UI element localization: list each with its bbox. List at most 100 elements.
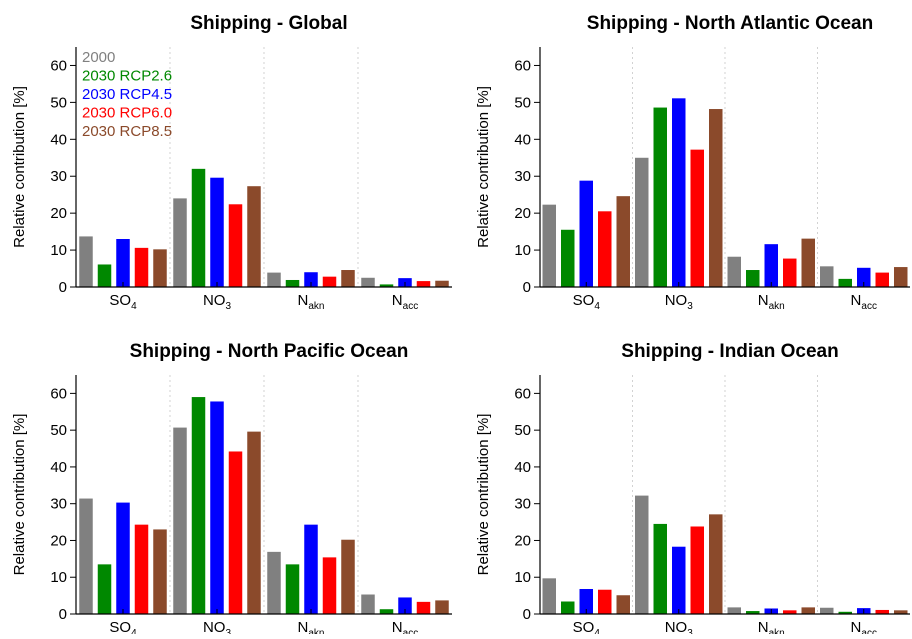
legend-entry: 2000 (82, 49, 115, 66)
bar-2000-nacc (361, 277, 375, 287)
bar-2000-nakn (727, 256, 741, 287)
bar-2030-rcp4-5-nacc (398, 597, 412, 614)
x-tick-label: Nacc (851, 619, 877, 634)
bar-2030-rcp8-5-nakn (801, 238, 815, 287)
bar-2030-rcp2-6-nakn (285, 564, 300, 614)
bar-2030-rcp4-5-no3 (672, 98, 686, 287)
y-tick-label: 30 (50, 168, 67, 185)
y-tick-label: 60 (514, 57, 531, 74)
y-axis-label: Relative contribution [%] (11, 86, 28, 248)
y-axis-label: Relative contribution [%] (475, 414, 492, 576)
bar-2030-rcp2-6-nacc (838, 278, 852, 287)
bar-2000-nacc (361, 594, 375, 614)
bar-2030-rcp8-5-nacc (894, 267, 908, 287)
bar-2030-rcp6-0-nacc (416, 601, 431, 614)
y-tick-label: 0 (523, 606, 531, 623)
bar-2030-rcp2-6-nacc (379, 284, 394, 287)
y-tick-label: 40 (50, 131, 67, 148)
y-tick-label: 0 (59, 606, 67, 623)
y-tick-label: 60 (50, 57, 67, 74)
bar-2030-rcp4-5-so4 (116, 502, 130, 614)
chart-title: Shipping - Indian Ocean (621, 341, 838, 362)
legend-entry: 2030 RCP8.5 (82, 123, 172, 140)
bar-2030-rcp8-5-so4 (153, 529, 167, 614)
x-tick-label: Nakn (298, 619, 325, 634)
y-tick-label: 60 (514, 385, 531, 402)
bar-2030-rcp6-0-nacc (416, 281, 431, 287)
x-tick-label: SO4 (573, 619, 601, 634)
x-tick-label: Nacc (851, 292, 877, 312)
bar-2030-rcp6-0-so4 (134, 247, 149, 287)
y-tick-label: 40 (50, 459, 67, 476)
y-axis-label: Relative contribution [%] (475, 86, 492, 248)
bar-2030-rcp2-6-nacc (379, 609, 394, 614)
x-tick-label: NO3 (665, 619, 694, 634)
bar-2000-nakn (267, 551, 281, 614)
bar-2000-nacc (820, 266, 834, 287)
bar-2000-so4 (542, 578, 556, 614)
bar-2000-no3 (635, 495, 649, 614)
bar-2030-rcp8-5-nakn (341, 270, 355, 287)
y-tick-label: 20 (514, 205, 531, 222)
bar-2030-rcp8-5-no3 (709, 109, 723, 288)
bar-2000-so4 (79, 498, 93, 614)
chart-panel-1: Shipping - Global Relative contribution [… (11, 13, 452, 312)
bar-2030-rcp6-0-so4 (598, 589, 612, 614)
bar-2030-rcp6-0-no3 (690, 149, 704, 287)
legend-entry: 2030 RCP6.0 (82, 105, 172, 122)
x-tick-label: NO3 (203, 292, 232, 312)
y-tick-label: 0 (523, 279, 531, 296)
bar-2030-rcp8-5-nakn (341, 539, 355, 614)
y-tick-label: 10 (50, 569, 67, 586)
y-tick-label: 20 (50, 532, 67, 549)
bar-2030-rcp2-6-nakn (746, 270, 760, 287)
bar-2030-rcp2-6-so4 (561, 229, 575, 287)
y-tick-label: 20 (50, 205, 67, 222)
x-tick-label: NO3 (203, 619, 232, 634)
chart-panel-2: Shipping - North Atlantic Ocean Relative … (475, 13, 910, 312)
y-tick-label: 50 (514, 94, 531, 111)
bar-2030-rcp6-0-no3 (228, 451, 243, 614)
x-tick-label: Nakn (758, 292, 785, 312)
bar-2000-nakn (267, 272, 281, 287)
legend-entry: 2030 RCP4.5 (82, 86, 172, 103)
bar-2000-nakn (727, 607, 741, 614)
chart-panel-4: Shipping - Indian Ocean Relative contribu… (475, 341, 910, 639)
y-tick-label: 30 (50, 496, 67, 513)
bar-2030-rcp8-5-so4 (616, 595, 630, 614)
bar-2030-rcp6-0-nakn (783, 258, 797, 287)
bar-2030-rcp4-5-nakn (764, 244, 778, 287)
y-tick-label: 0 (59, 279, 67, 296)
bar-2000-no3 (173, 427, 187, 614)
bar-2030-rcp8-5-no3 (709, 514, 723, 614)
bar-2000-nacc (820, 607, 834, 614)
x-tick-label: NO3 (665, 292, 694, 312)
x-tick-label: SO4 (109, 292, 137, 312)
legend-entry: 2030 RCP2.6 (82, 68, 172, 85)
y-tick-label: 10 (514, 242, 531, 259)
bar-2030-rcp4-5-so4 (579, 180, 593, 287)
y-tick-label: 30 (514, 496, 531, 513)
bar-2030-rcp8-5-so4 (153, 249, 167, 287)
y-tick-label: 40 (514, 459, 531, 476)
bar-2030-rcp2-6-no3 (191, 397, 206, 614)
x-tick-label: Nakn (298, 292, 325, 312)
bar-2000-no3 (173, 198, 187, 287)
y-tick-label: 40 (514, 131, 531, 148)
bar-2030-rcp8-5-no3 (247, 186, 261, 287)
bar-2030-rcp4-5-no3 (210, 401, 224, 614)
bar-2030-rcp4-5-so4 (579, 588, 593, 614)
x-tick-label: SO4 (109, 619, 137, 634)
bar-2030-rcp8-5-nacc (894, 610, 908, 614)
bar-2030-rcp2-6-so4 (97, 264, 112, 287)
bar-2030-rcp4-5-nakn (304, 524, 318, 614)
chart-title: Shipping - Global (190, 13, 347, 34)
x-tick-label: Nacc (392, 619, 418, 634)
y-tick-label: 50 (50, 422, 67, 439)
bar-2030-rcp2-6-no3 (191, 168, 206, 287)
chart-panel-3: Shipping - North Pacific Ocean Relative c… (11, 341, 452, 639)
bar-2030-rcp6-0-no3 (228, 204, 243, 287)
bar-2030-rcp6-0-nacc (875, 272, 889, 287)
bar-2030-rcp6-0-no3 (690, 526, 704, 614)
